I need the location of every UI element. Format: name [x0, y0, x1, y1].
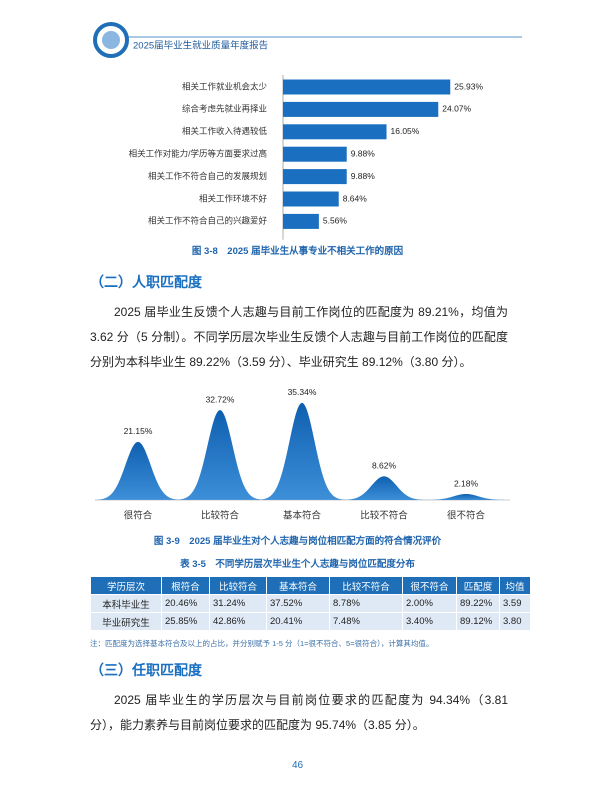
table-cell: 25.85%	[161, 612, 210, 631]
paragraph: 2025 届毕业生的学历层次与目前岗位要求的匹配度为 94.34%（3.81 分…	[90, 693, 508, 732]
table-header-row: 学历层次 根符合 比较符合 基本符合 比较不符合 很不符合 匹配度 均值	[90, 576, 531, 595]
table-cell: 20.46%	[161, 594, 210, 613]
page-number: 46	[291, 760, 304, 771]
bar	[283, 79, 451, 95]
category-label: 相关工作不符合自己的兴趣爱好	[148, 216, 268, 226]
value-label: 5.56%	[323, 216, 348, 226]
table-row: 本科毕业生 20.46% 31.24% 37.52% 8.78% 2.00% 89.22% 3…	[90, 594, 531, 613]
category-label: 相关工作环境不好	[199, 193, 268, 203]
table-cell: 8.78%	[329, 594, 403, 613]
category-label: 相关工作收入待遇较低	[182, 126, 268, 136]
category-label: 相关工作就业机会太少	[182, 81, 268, 91]
table-header-cell: 根符合	[161, 576, 210, 595]
table-cell: 毕业研究生	[90, 612, 162, 631]
header-title: 2025届毕业生就业质量年度报告	[133, 40, 268, 52]
bar	[283, 146, 347, 162]
value-label: 32.72%	[206, 394, 235, 404]
bar-chart: 相关工作就业机会太少 25.93% 综合考虑先就业再择业 24.07% 相关工作收入待遇…	[129, 75, 484, 240]
table-cell: 3.80	[499, 612, 531, 631]
logo	[93, 22, 129, 58]
table: 学历层次 根符合 比较符合 基本符合 比较不符合 很不符合 匹配度 均值 本科毕业生 20.46%…	[90, 576, 531, 631]
bar	[283, 169, 347, 185]
table-cell: 3.59	[499, 594, 531, 613]
bell	[339, 476, 429, 500]
category-label: 相关工作对能力/学历等方面要求过高	[129, 148, 267, 158]
bar	[283, 124, 387, 140]
logo-inner	[102, 31, 120, 49]
value-label: 9.88%	[351, 171, 376, 181]
table-cell: 42.86%	[209, 612, 267, 631]
figure-caption: 图 3-8 2025 届毕业生从事专业不相关工作的原因	[191, 246, 404, 257]
table-cell: 89.22%	[456, 594, 500, 613]
table-cell: 7.48%	[329, 612, 403, 631]
table-note: 注：匹配度为选择基本符合及以上的占比，并分别赋予 1-5 分（1=很不符合、5=…	[90, 639, 434, 648]
table-header-cell: 比较符合	[209, 576, 267, 595]
bar	[283, 101, 439, 117]
value-label: 21.15%	[124, 426, 153, 436]
table-header-cell: 很不符合	[402, 576, 457, 595]
value-label: 2.18%	[454, 478, 479, 488]
value-label: 16.05%	[391, 126, 420, 136]
table-header-cell: 均值	[499, 576, 531, 595]
section-heading: （三）任职匹配度	[90, 662, 202, 678]
table-header-cell: 学历层次	[90, 576, 162, 595]
table-cell: 3.40%	[402, 612, 457, 631]
bell	[93, 441, 183, 500]
table-header-cell: 匹配度	[456, 576, 500, 595]
table-cell: 本科毕业生	[90, 594, 162, 613]
section-heading: （二）人职匹配度	[90, 274, 202, 290]
category-label: 相关工作不符合自己的发展规划	[148, 171, 267, 181]
value-label: 25.93%	[454, 81, 483, 91]
category-label: 比较符合	[201, 510, 240, 522]
bell	[421, 494, 511, 500]
bar	[283, 191, 339, 207]
bell	[257, 402, 347, 500]
table-cell: 89.12%	[456, 612, 500, 631]
figure-caption: 图 3-9 2025 届毕业生对个人志趣与岗位相匹配方面的符合情况评价	[153, 536, 442, 547]
table-cell: 2.00%	[402, 594, 457, 613]
table-cell: 20.41%	[266, 612, 330, 631]
bell	[175, 410, 265, 500]
category-label: 综合考虑先就业再择业	[182, 104, 267, 114]
paragraph: 2025 届毕业生反馈个人志趣与目前工作岗位的匹配度为 89.21%，均值为 3…	[90, 305, 508, 369]
value-label: 9.88%	[351, 148, 376, 158]
table-cell: 37.52%	[266, 594, 330, 613]
value-label: 24.07%	[442, 104, 471, 114]
category-label: 比较不符合	[360, 510, 408, 522]
value-label: 35.34%	[288, 387, 317, 397]
bell-chart: 21.15% 很符合 32.72% 比较符合 35.34% 基本符合 8.62% 比较不符合 2…	[93, 387, 511, 522]
category-label: 很符合	[124, 510, 153, 522]
category-label: 基本符合	[283, 510, 322, 522]
table-header-cell: 基本符合	[266, 576, 330, 595]
table-cell: 31.24%	[209, 594, 267, 613]
value-label: 8.62%	[372, 461, 397, 471]
table-row: 毕业研究生 25.85% 42.86% 20.41% 7.48% 3.40% 89.12% 3…	[90, 612, 531, 631]
header-graphic: 2025届毕业生就业质量年度报告	[93, 22, 522, 58]
bar	[283, 213, 319, 229]
value-label: 8.64%	[343, 193, 368, 203]
table-header-cell: 比较不符合	[329, 576, 403, 595]
table-caption: 表 3-5 不同学历层次毕业生个人志趣与岗位匹配度分布	[180, 559, 415, 570]
category-label: 很不符合	[447, 510, 486, 522]
